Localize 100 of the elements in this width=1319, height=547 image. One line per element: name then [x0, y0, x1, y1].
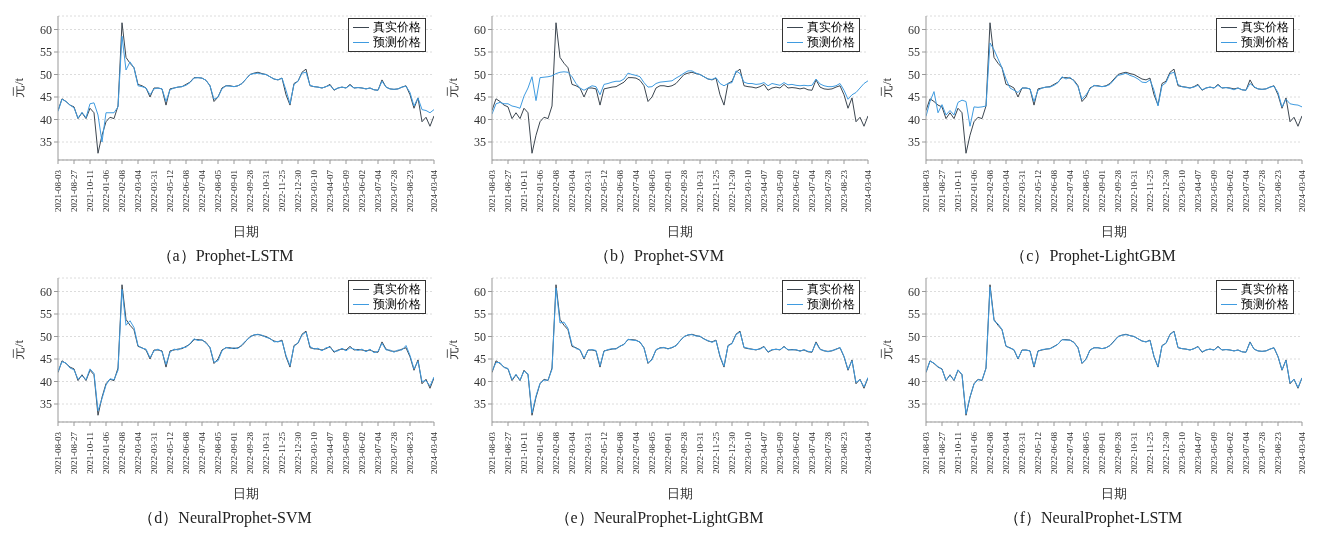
x-tick-label: 2022-09-01: [1097, 432, 1107, 474]
y-tick-label: 40: [40, 112, 52, 127]
y-axis-title: 元/t: [878, 339, 894, 361]
x-tick-label: 2022-02-08: [117, 169, 127, 212]
x-tick-label: 2022-10-31: [695, 432, 705, 474]
x-tick-label: 2022-06-08: [181, 169, 191, 212]
text: （a）Prophet-LSTM: [155, 246, 295, 267]
x-tick-label: 2022-12-30: [293, 431, 303, 474]
x-tick-label: 2023-05-09: [341, 431, 351, 474]
x-tick-label: 2023-04-07: [325, 431, 335, 474]
y-tick-label: 35: [474, 397, 486, 412]
y-tick-label: 35: [40, 397, 52, 412]
x-tick-label: 2023-03-10: [1177, 169, 1187, 212]
x-tick-label: 2023-07-28: [823, 431, 833, 474]
x-tick-label: 2023-08-23: [405, 169, 415, 212]
x-tick-label: 2022-11-25: [711, 169, 721, 212]
y-tick-label: 55: [474, 45, 486, 60]
legend-label: 真实价格: [373, 282, 421, 297]
y-tick-label: 50: [40, 329, 52, 344]
x-tick-label: 2023-07-28: [1257, 169, 1267, 212]
x-tick-label: 2022-09-28: [245, 431, 255, 474]
x-tick-label: 2023-05-09: [1209, 431, 1219, 474]
y-tick-label: 35: [908, 397, 920, 412]
x-tick-label: 2023-08-23: [1273, 169, 1283, 212]
x-tick-label: 2022-10-31: [261, 432, 271, 474]
x-tick-label: 2023-06-02: [1225, 170, 1235, 212]
x-tick-label: 2022-09-28: [1113, 431, 1123, 474]
x-tick-label: 2022-05-12: [1033, 170, 1043, 212]
x-tick-label: 2022-01-06: [101, 431, 111, 474]
x-tick-label: 2023-03-10: [309, 169, 319, 212]
x-tick-label: 2022-03-31: [149, 170, 159, 212]
x-tick-label: 2022-08-05: [1081, 169, 1091, 212]
y-axis-title: 元/t: [444, 339, 460, 361]
x-axis-title: 日期: [667, 486, 693, 501]
y-tick-label: 45: [908, 352, 920, 367]
x-tick-label: 2023-05-09: [775, 169, 785, 212]
x-tick-label: 2022-12-30: [727, 431, 737, 474]
x-tick-label: 2022-07-04: [631, 431, 641, 474]
x-tick-label: 2022-10-31: [695, 170, 705, 212]
y-tick-label: 35: [474, 135, 486, 150]
x-tick-label: 2023-06-02: [1225, 432, 1235, 474]
x-tick-label: 2022-05-12: [165, 170, 175, 212]
x-tick-label: 2023-06-02: [357, 170, 367, 212]
x-tick-label: 2022-07-04: [1065, 431, 1075, 474]
x-tick-label: 2022-11-25: [711, 431, 721, 474]
x-tick-label: 2022-02-08: [117, 431, 127, 474]
x-tick-label: 2021-08-03: [921, 431, 931, 474]
x-tick-label: 2022-09-28: [245, 169, 255, 212]
x-tick-label: 2022-09-01: [663, 432, 673, 474]
x-tick-label: 2022-02-08: [985, 431, 995, 474]
x-tick-label: 2023-05-09: [775, 431, 785, 474]
x-tick-label: 2022-01-06: [101, 169, 111, 212]
x-tick-label: 2022-06-08: [615, 169, 625, 212]
y-tick-label: 40: [40, 374, 52, 389]
x-tick-label: 2022-03-31: [1017, 432, 1027, 474]
text: （f）NeuralProphet-LSTM: [1002, 508, 1184, 529]
y-tick-label: 40: [474, 374, 486, 389]
x-tick-label: 2023-03-10: [309, 431, 319, 474]
x-tick-label: 2023-06-02: [791, 432, 801, 474]
x-tick-label: 2022-12-30: [1161, 431, 1171, 474]
x-tick-label: 2023-08-23: [839, 169, 849, 212]
x-tick-label: 2022-05-12: [165, 432, 175, 474]
x-tick-label: 2023-05-09: [341, 169, 351, 212]
x-tick-label: 2022-11-25: [1145, 431, 1155, 474]
y-tick-label: 55: [908, 45, 920, 60]
x-tick-label: 2021-10-11: [519, 432, 529, 474]
x-tick-label: 2023-04-07: [759, 431, 769, 474]
y-tick-label: 60: [474, 22, 486, 37]
x-tick-label: 2022-03-31: [1017, 170, 1027, 212]
x-tick-label: 2023-06-02: [357, 432, 367, 474]
x-tick-label: 2022-08-05: [213, 169, 223, 212]
x-tick-label: 2021-08-27: [937, 169, 947, 212]
y-tick-label: 45: [908, 90, 920, 105]
x-tick-label: 2022-07-04: [197, 431, 207, 474]
y-tick-label: 55: [908, 307, 920, 322]
y-tick-label: 40: [474, 112, 486, 127]
x-tick-label: 2022-03-04: [567, 169, 577, 212]
y-tick-label: 50: [908, 329, 920, 344]
x-tick-label: 2022-03-04: [1001, 431, 1011, 474]
x-tick-label: 2021-08-03: [487, 169, 497, 212]
x-tick-label: 2023-07-04: [807, 169, 817, 212]
x-tick-label: 2023-08-23: [1273, 431, 1283, 474]
x-tick-label: 2021-10-11: [519, 170, 529, 212]
x-tick-label: 2021-08-27: [69, 431, 79, 474]
y-axis-title: 元/t: [10, 77, 26, 99]
x-tick-label: 2022-09-28: [679, 431, 689, 474]
x-tick-label: 2022-12-30: [1161, 169, 1171, 212]
x-tick-label: 2023-05-09: [1209, 169, 1219, 212]
x-tick-label: 2023-04-07: [1193, 169, 1203, 212]
x-tick-label: 2022-09-01: [229, 432, 239, 474]
x-tick-label: 2022-03-04: [1001, 169, 1011, 212]
legend-label: 预测价格: [373, 35, 421, 50]
x-tick-label: 2023-08-23: [839, 431, 849, 474]
y-axis-title: 元/t: [444, 77, 460, 99]
y-tick-label: 60: [40, 284, 52, 299]
x-tick-label: 2023-07-28: [389, 169, 399, 212]
x-tick-label: 2022-12-30: [727, 169, 737, 212]
x-tick-label: 2023-07-04: [1241, 431, 1251, 474]
x-tick-label: 2022-08-05: [647, 169, 657, 212]
x-tick-label: 2021-08-27: [503, 169, 513, 212]
